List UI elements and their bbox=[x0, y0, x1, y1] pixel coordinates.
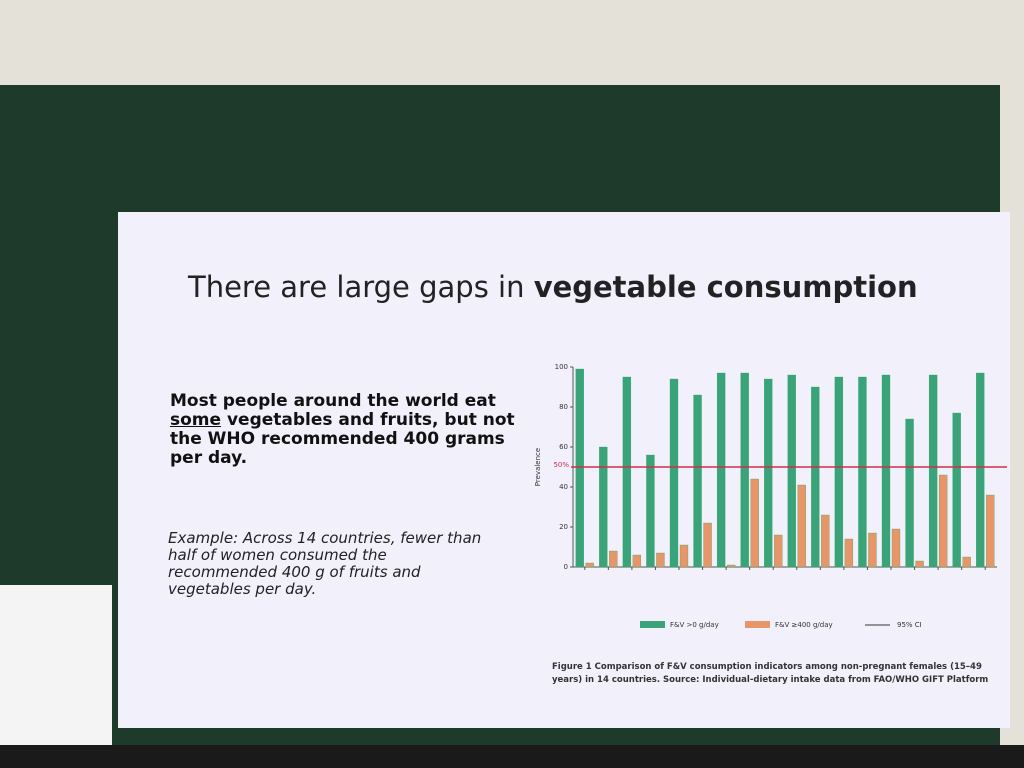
bar bbox=[811, 386, 820, 568]
bar bbox=[669, 378, 679, 568]
bar bbox=[703, 522, 712, 568]
bar bbox=[575, 368, 584, 568]
y-tick-label: 100 bbox=[555, 363, 568, 371]
y-tick-label: 40 bbox=[559, 483, 568, 491]
bar bbox=[915, 560, 924, 568]
bar bbox=[693, 394, 702, 568]
bar bbox=[774, 534, 783, 568]
bar bbox=[740, 372, 749, 568]
slide-title: There are large gaps in vegetable consum… bbox=[188, 270, 918, 304]
bar bbox=[646, 454, 655, 568]
audience bbox=[0, 745, 1024, 768]
reference-label: 50% bbox=[553, 461, 569, 469]
y-axis-label: Prevalence bbox=[534, 448, 542, 486]
lead-part: vegetables and fruits, but not the WHO r… bbox=[170, 410, 515, 468]
lead-part: Most people around the world eat bbox=[170, 391, 496, 411]
title-bold: vegetable consumption bbox=[533, 270, 918, 304]
bar bbox=[656, 552, 665, 568]
legend-label: 95% CI bbox=[897, 621, 922, 629]
bar bbox=[905, 418, 914, 568]
y-tick-label: 20 bbox=[559, 523, 568, 531]
bar bbox=[938, 474, 948, 568]
bar bbox=[622, 376, 632, 568]
title-plain: There are large gaps in bbox=[188, 270, 534, 304]
bar bbox=[787, 374, 796, 568]
bar bbox=[868, 532, 877, 568]
bar bbox=[976, 372, 985, 568]
figure-caption: Figure 1 Comparison of F&V consumption i… bbox=[552, 662, 989, 685]
bar bbox=[881, 374, 891, 568]
y-tick-label: 80 bbox=[559, 403, 568, 411]
bar bbox=[797, 484, 806, 568]
bar bbox=[599, 446, 608, 568]
y-tick-label: 0 bbox=[564, 563, 568, 571]
bar bbox=[726, 564, 736, 568]
bar bbox=[891, 528, 901, 568]
bar bbox=[632, 554, 642, 568]
bar bbox=[585, 562, 594, 568]
lead-text: Most people around the world eat some ve… bbox=[170, 392, 520, 468]
bar bbox=[750, 478, 759, 568]
y-tick-label: 60 bbox=[559, 443, 568, 451]
bar bbox=[679, 544, 689, 568]
bar bbox=[986, 494, 995, 568]
bar bbox=[821, 514, 830, 568]
bar bbox=[952, 412, 961, 568]
legend-swatch bbox=[745, 621, 770, 628]
legend-label: F&V ≥400 g/day bbox=[775, 621, 833, 629]
bar bbox=[858, 376, 867, 568]
example-text: Example: Across 14 countries, fewer than… bbox=[168, 529, 482, 598]
bar bbox=[764, 378, 773, 568]
side-banner bbox=[0, 585, 112, 745]
bar bbox=[844, 538, 854, 568]
legend-label: F&V >0 g/day bbox=[670, 621, 719, 629]
legend-swatch bbox=[640, 621, 665, 628]
bar bbox=[716, 372, 726, 568]
bar bbox=[609, 550, 618, 568]
bar bbox=[928, 374, 938, 568]
bar bbox=[962, 556, 971, 568]
bar bbox=[834, 376, 844, 568]
lead-emphasis: some bbox=[170, 410, 222, 430]
